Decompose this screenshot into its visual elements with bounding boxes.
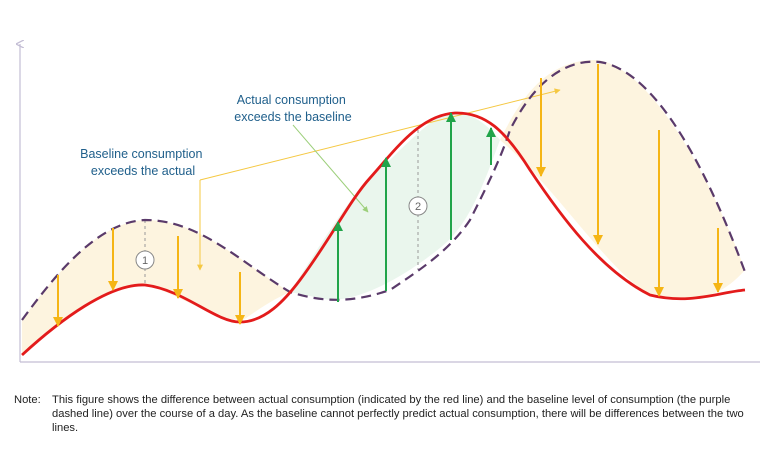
svg-text:2: 2 bbox=[415, 201, 421, 213]
baseline-line bbox=[21, 60, 747, 321]
figure-note: Note: This figure shows the difference b… bbox=[14, 393, 766, 435]
connector-baseline-right bbox=[199, 88, 561, 181]
annotation-actual-exceeds: Actual consumption exceeds the baseline bbox=[234, 93, 351, 124]
marker-2: 2 bbox=[408, 196, 428, 216]
svg-text:1: 1 bbox=[142, 255, 148, 267]
actual-line bbox=[21, 111, 746, 357]
note-text: This figure shows the difference between… bbox=[52, 394, 744, 434]
consumption-diagram: 1 2 Baseline consumption exceeds the act… bbox=[0, 0, 760, 363]
baseline-exceeds-region-right bbox=[500, 60, 745, 299]
actual-exceeds-region bbox=[290, 112, 500, 301]
marker-1: 1 bbox=[135, 250, 155, 270]
note-label: Note: bbox=[14, 394, 41, 406]
connector-actual bbox=[292, 124, 369, 213]
annotation-baseline-exceeds: Baseline consumption exceeds the actual bbox=[80, 147, 206, 178]
